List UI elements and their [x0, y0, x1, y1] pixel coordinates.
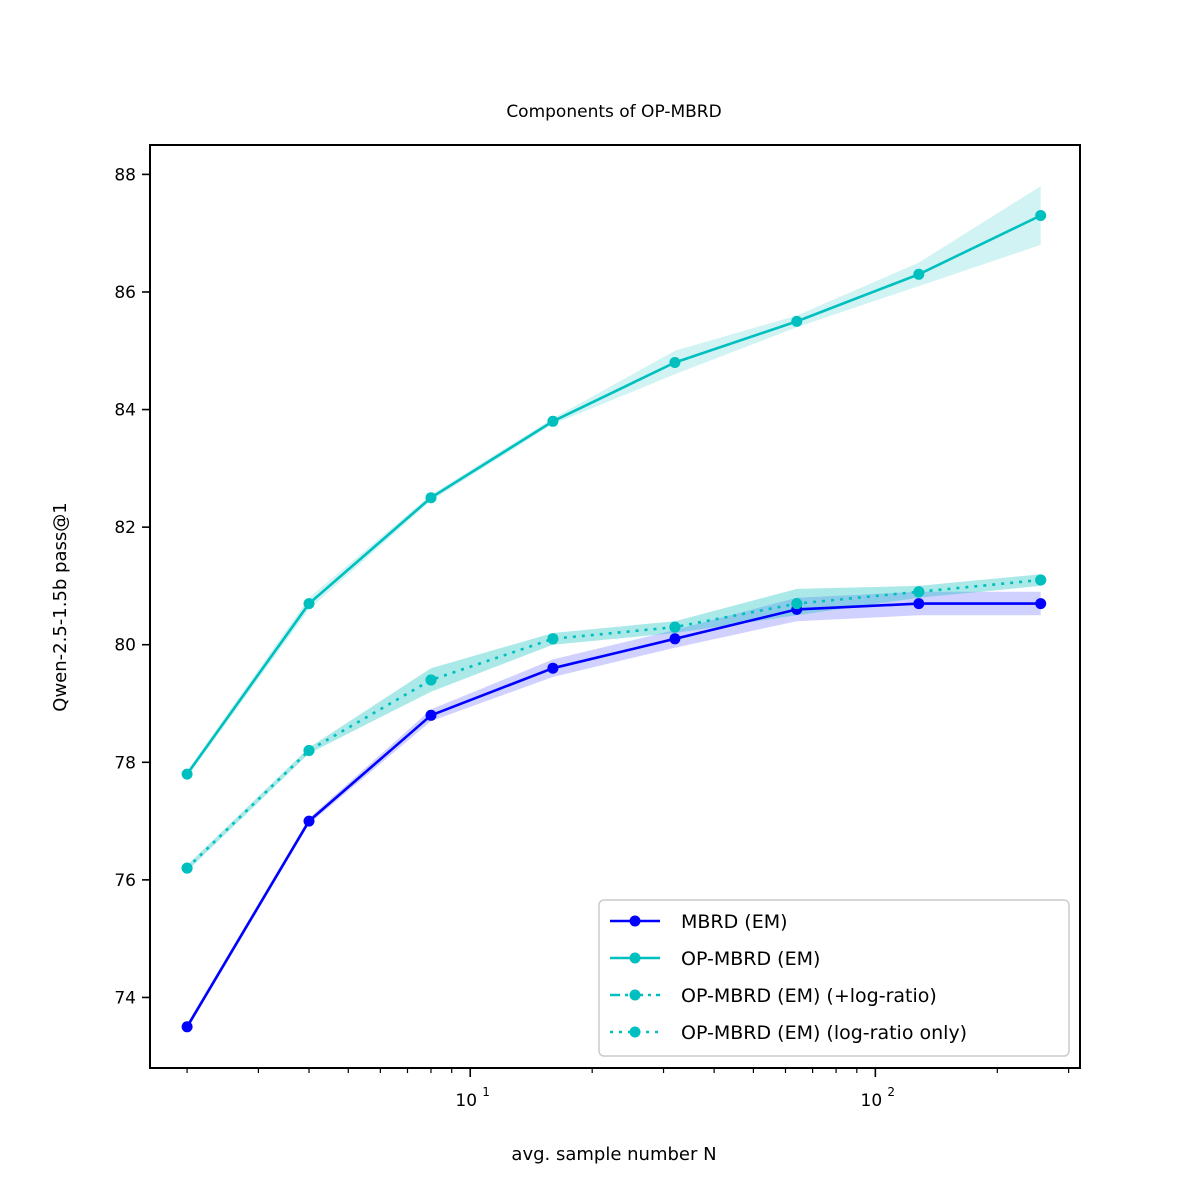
point-series-1-2 [303, 815, 315, 827]
point-series-4-2 [303, 745, 315, 756]
legend: MBRD (EM) OP-MBRD (EM) OP-MBRD (EM) (+log-… [598, 899, 1070, 1057]
x-tick-label-100: 10 [861, 1091, 883, 1111]
legend-box [598, 899, 1070, 1057]
point-series-4-6 [791, 598, 803, 610]
point-series-2-5 [669, 357, 681, 368]
y-tick-label-84: 84 [114, 401, 136, 421]
legend-label-series-2: OP-MBRD (EM) [681, 948, 820, 970]
x-tick-label-10: 10 [455, 1091, 477, 1111]
x-tick-exponent-100: 2 [887, 1085, 895, 1099]
point-series-2-6 [791, 315, 803, 327]
y-tick-label-78: 78 [114, 753, 136, 773]
x-axis-label: avg. sample number N [511, 1144, 716, 1165]
point-series-1-5 [669, 633, 681, 645]
point-series-4-3 [425, 674, 437, 686]
point-series-2-2 [303, 598, 315, 610]
legend-marker-series-1 [629, 915, 641, 927]
x-axis-ticks: 10 1 10 2 [186, 1068, 1070, 1111]
point-series-1-4 [547, 662, 559, 674]
legend-label-series-4: OP-MBRD (EM) (log-ratio only) [681, 1022, 967, 1044]
y-tick-label-88: 88 [114, 165, 136, 185]
band-series-2 [187, 186, 1041, 777]
point-series-4-1 [181, 862, 193, 874]
point-series-1-3 [425, 709, 437, 721]
point-series-4-5 [669, 621, 681, 633]
series-markers [181, 210, 1047, 1033]
legend-marker-series-4 [629, 1026, 641, 1038]
point-series-1-1 [181, 1021, 193, 1033]
y-tick-label-82: 82 [114, 518, 136, 538]
x-tick-exponent-10: 1 [482, 1085, 490, 1099]
legend-marker-series-3 [629, 989, 641, 1001]
y-axis-label: Qwen-2.5-1.5b pass@1 [50, 502, 71, 711]
y-axis-ticks: 74 76 78 80 82 84 86 88 [114, 165, 150, 1008]
point-series-2-4 [547, 415, 559, 427]
series-lines [185, 214, 1042, 1028]
point-series-1-8 [1035, 598, 1047, 610]
y-tick-label-76: 76 [114, 871, 136, 891]
y-tick-label-80: 80 [114, 636, 136, 656]
point-series-4-4 [547, 633, 559, 645]
legend-label-series-1: MBRD (EM) [681, 911, 788, 933]
point-series-2-8 [1035, 210, 1047, 221]
chart-title: Components of OP-MBRD [506, 102, 721, 122]
point-series-2-3 [425, 492, 437, 504]
y-tick-label-74: 74 [114, 988, 136, 1008]
y-tick-label-86: 86 [114, 283, 136, 303]
line-series-2 [186, 214, 1042, 775]
legend-marker-series-2 [629, 952, 641, 964]
point-series-4-7 [913, 586, 925, 598]
plot-frame [149, 144, 1081, 1069]
point-series-1-7 [913, 598, 925, 610]
point-series-4-8 [1035, 574, 1047, 586]
legend-label-series-3: OP-MBRD (EM) (+log-ratio) [681, 985, 937, 1007]
line-series-1 [185, 602, 1041, 1028]
point-series-2-7 [913, 268, 925, 280]
point-series-2-1 [181, 768, 193, 780]
